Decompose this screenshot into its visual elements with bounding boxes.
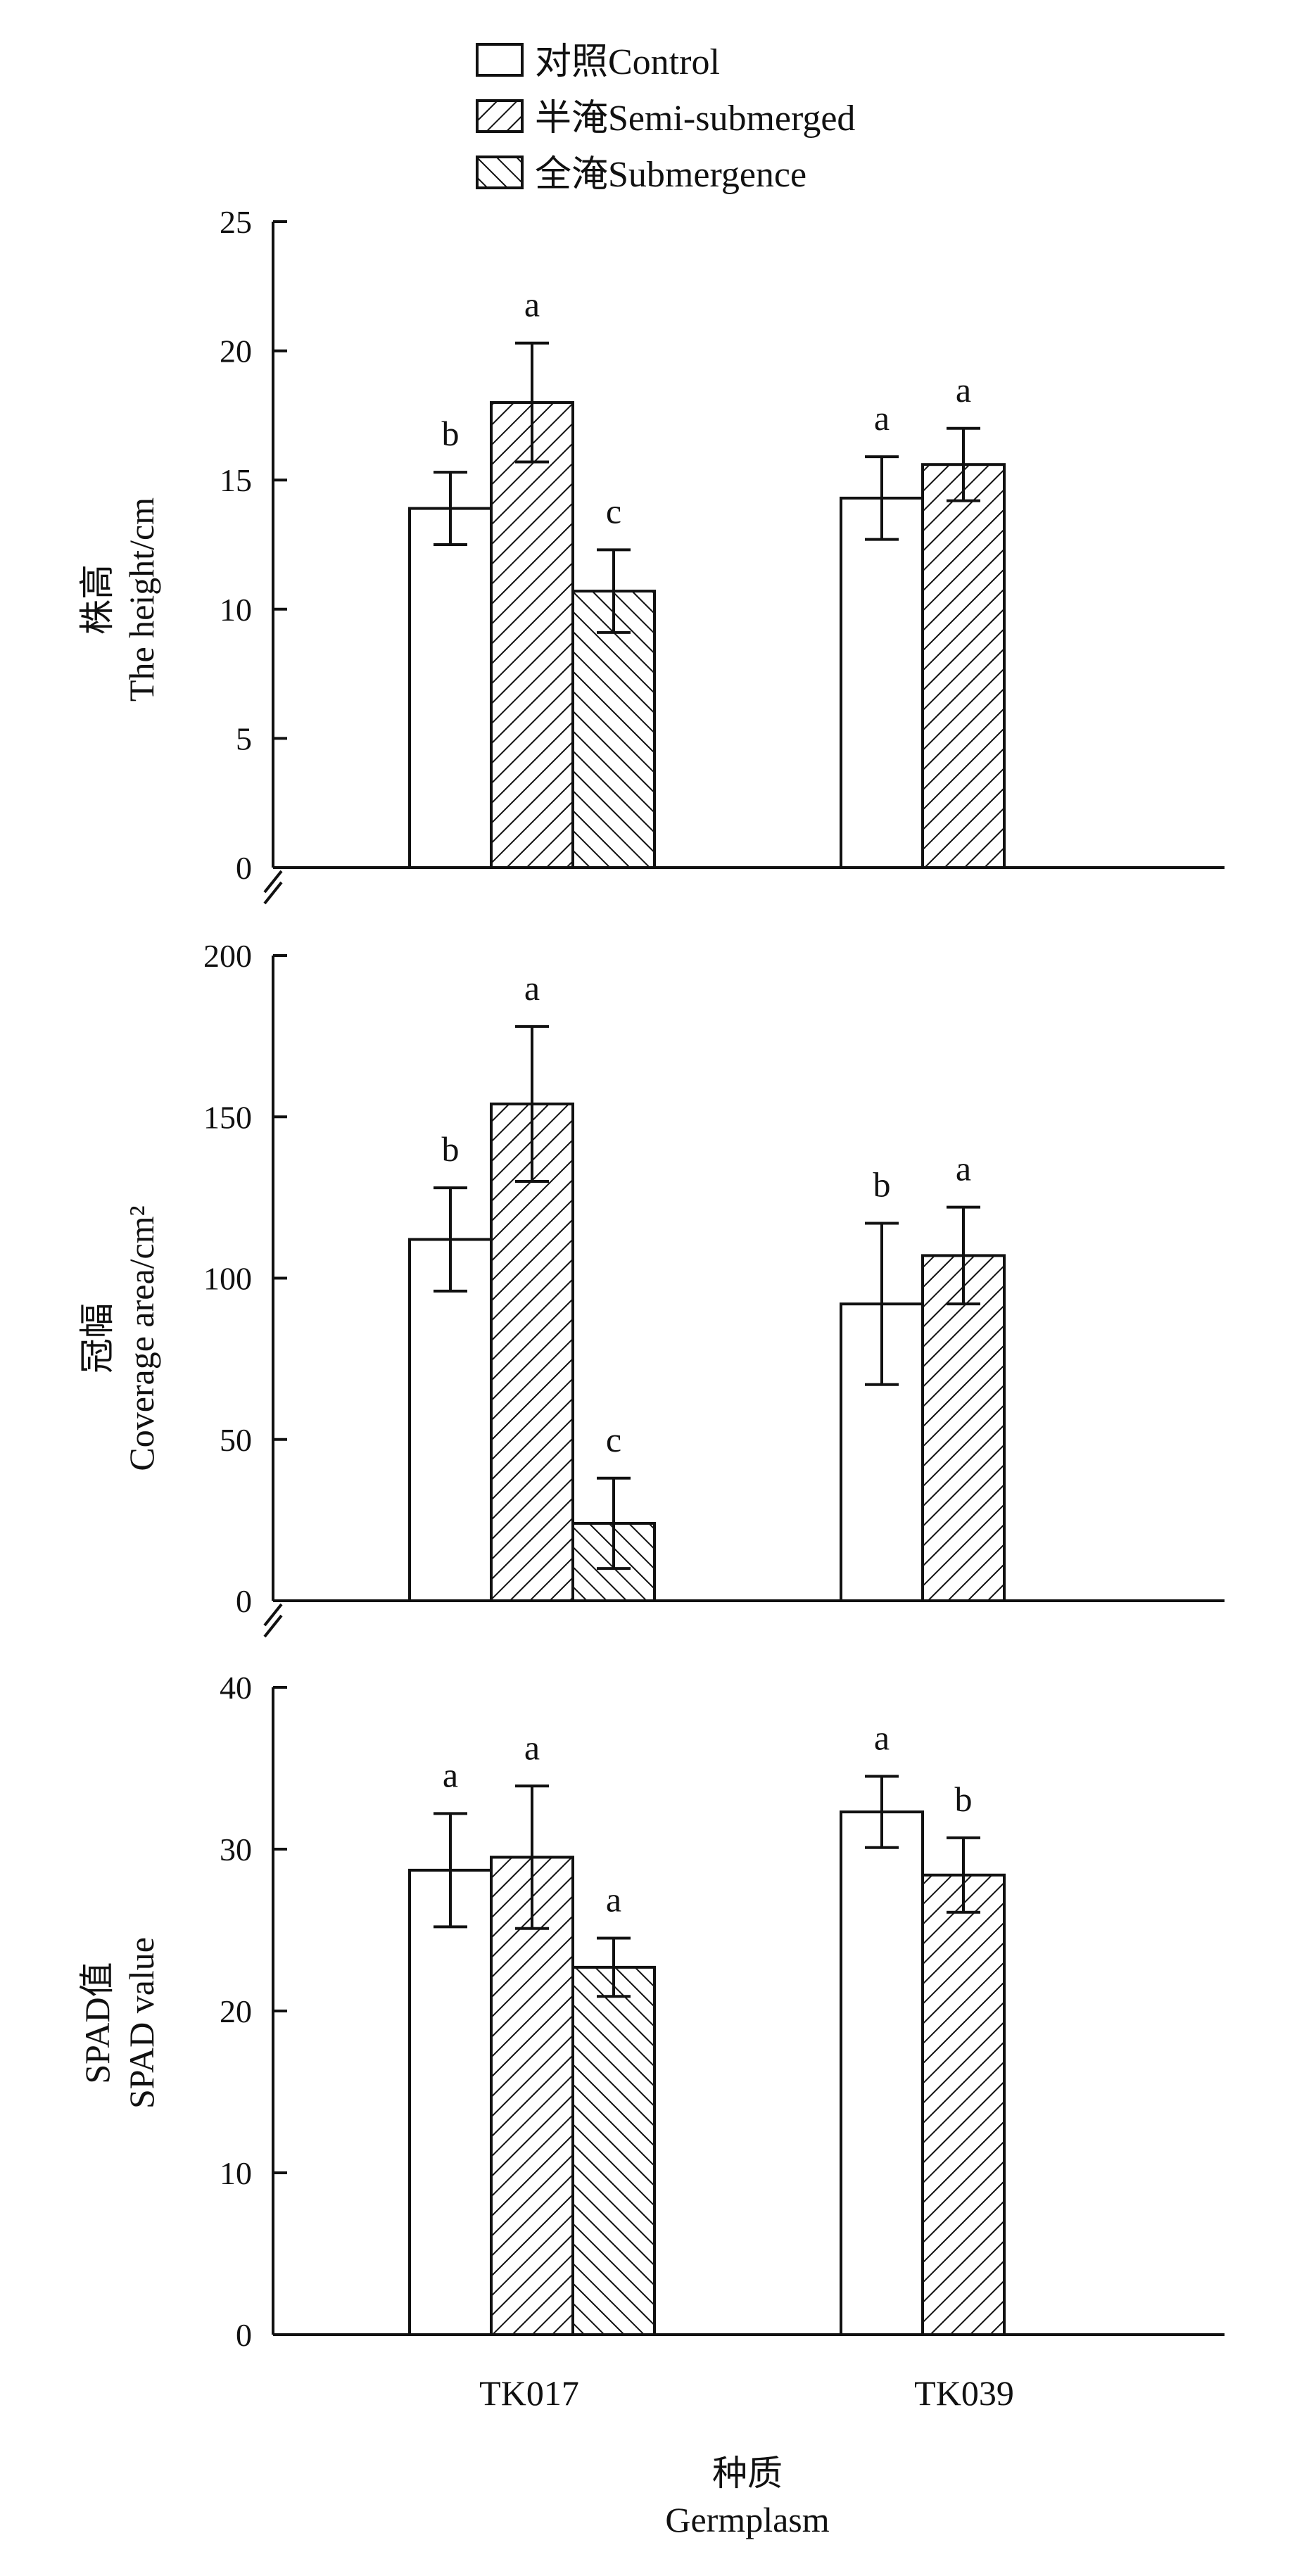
panel-3-y-tick-label: 20 <box>220 1993 252 2029</box>
x-axis-title-en: Germplasm <box>665 2500 829 2539</box>
axis-break-top <box>263 870 283 905</box>
bar-tk017-control <box>408 1238 493 1602</box>
significance-letter-tk017-submergence: c <box>606 491 621 531</box>
panel-2-y-tick-label: 150 <box>203 1099 252 1135</box>
panel-height: 株高 The height/cm 0 5 10 15 20 25 b a c a a <box>77 204 1225 886</box>
significance-letter-tk017-submergence: c <box>606 1420 621 1459</box>
panel-1-plot: 0 5 10 15 20 25 b a c a a <box>220 204 1225 886</box>
panel-3-y-tick-label: 10 <box>220 2155 252 2191</box>
bar-tk039-control <box>840 1810 924 2337</box>
bar-tk017-semi-submerged <box>490 1102 574 1603</box>
significance-letter-tk017-submergence: a <box>606 1880 621 1920</box>
panel-2-ylabel-cn: 冠幅 <box>77 1303 117 1373</box>
significance-letter-tk017-control: b <box>442 1129 460 1169</box>
significance-letter-tk039-semi-submerged: a <box>956 1149 971 1188</box>
panel-2-y-tick-label: 50 <box>220 1422 252 1458</box>
legend-item-control: 对照Control <box>476 42 720 82</box>
significance-letter-tk017-semi-submerged: a <box>524 968 540 1008</box>
legend-label-control: 对照Control <box>535 42 720 82</box>
panel-1-y-tick-label: 15 <box>220 462 252 498</box>
category-label-tk039: TK039 <box>914 2373 1014 2413</box>
significance-letter-tk039-semi-submerged: b <box>955 1779 973 1819</box>
category-label-tk017: TK017 <box>479 2373 579 2413</box>
significance-letter-tk017-semi-submerged: a <box>524 1727 540 1767</box>
panel-3-y-tick-label: 0 <box>236 2317 252 2353</box>
axis-break-bottom <box>263 1603 283 1638</box>
legend-swatch-submergence <box>476 156 524 189</box>
bar-tk017-control <box>408 1868 493 2336</box>
panel-1-y-tick-label: 20 <box>220 334 252 369</box>
panel-3-y-tick-label: 40 <box>220 1670 252 1706</box>
bar-tk017-submergence <box>571 590 656 869</box>
legend-item-semi-submerged: 半淹Semi-submerged <box>476 99 855 139</box>
bar-tk039-semi-submerged <box>921 1873 1006 2337</box>
significance-letter-tk017-control: b <box>442 414 460 453</box>
legend-item-submergence: 全淹Submergence <box>476 155 806 195</box>
legend-label-submergence: 全淹Submergence <box>535 155 806 195</box>
panel-3-y-tick-label: 30 <box>220 1832 252 1867</box>
panel-1-y-tick-label: 25 <box>220 204 252 240</box>
bar-tk017-semi-submerged <box>490 401 574 869</box>
legend-label-semi-submerged: 半淹Semi-submerged <box>535 99 855 139</box>
panel-1-ylabel-en: The height/cm <box>122 497 161 702</box>
bar-tk039-semi-submerged <box>921 1254 1006 1603</box>
bar-tk039-control <box>840 1302 924 1603</box>
significance-letter-tk039-semi-submerged: a <box>956 370 971 410</box>
panel-spad: SPAD值 SPAD value 0 10 20 30 40 a a a a b <box>77 1670 1225 2353</box>
bar-tk039-semi-submerged <box>921 463 1006 869</box>
panel-2-y-tick-label: 100 <box>203 1261 252 1297</box>
legend-swatch-control <box>476 43 524 77</box>
significance-letter-tk039-control: a <box>874 398 890 438</box>
panel-1-y-tick-label: 0 <box>236 850 252 886</box>
significance-letter-tk017-semi-submerged: a <box>524 285 540 324</box>
panel-3-plot: 0 10 20 30 40 a a a a b <box>220 1670 1225 2353</box>
x-axis-title-cn: 种质 <box>712 2454 783 2493</box>
panel-coverage-area: 冠幅 Coverage area/cm² 0 50 100 150 200 b a c b a <box>77 938 1225 1619</box>
significance-letter-tk039-control: b <box>873 1165 891 1205</box>
panel-2-y-tick-label: 0 <box>236 1583 252 1619</box>
significance-letter-tk039-control: a <box>874 1718 890 1758</box>
panel-2-ylabel-en: Coverage area/cm² <box>122 1205 161 1471</box>
panel-3-ylabel-cn: SPAD值 <box>77 1962 117 2083</box>
bar-tk017-control <box>408 507 493 869</box>
legend-swatch-semi-submerged <box>476 99 524 133</box>
panel-1-y-tick-label: 10 <box>220 592 252 628</box>
panel-1-y-tick-label: 5 <box>236 721 252 756</box>
panel-3-ylabel-en: SPAD value <box>122 1937 161 2109</box>
panel-2-y-tick-label: 200 <box>203 938 252 974</box>
bar-tk017-submergence <box>571 1965 656 2336</box>
bar-tk017-semi-submerged <box>490 1855 574 2336</box>
legend: 对照Control 半淹Semi-submerged 全淹Submergence <box>476 42 855 195</box>
significance-letter-tk017-control: a <box>443 1755 458 1794</box>
panel-1-ylabel-cn: 株高 <box>77 564 117 635</box>
bar-tk039-control <box>840 496 924 869</box>
panel-2-plot: 0 50 100 150 200 b a c b a <box>203 938 1225 1619</box>
